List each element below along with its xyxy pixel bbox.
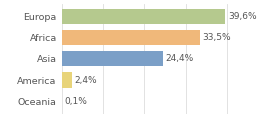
Text: 0,1%: 0,1% (64, 97, 87, 106)
Bar (62, 51, 162, 66)
Bar (62, 9, 225, 24)
Bar (62, 30, 200, 45)
Text: 24,4%: 24,4% (165, 54, 193, 63)
Text: 2,4%: 2,4% (74, 76, 97, 85)
Text: 33,5%: 33,5% (203, 33, 231, 42)
Text: 39,6%: 39,6% (228, 12, 256, 21)
Bar (62, 72, 71, 88)
